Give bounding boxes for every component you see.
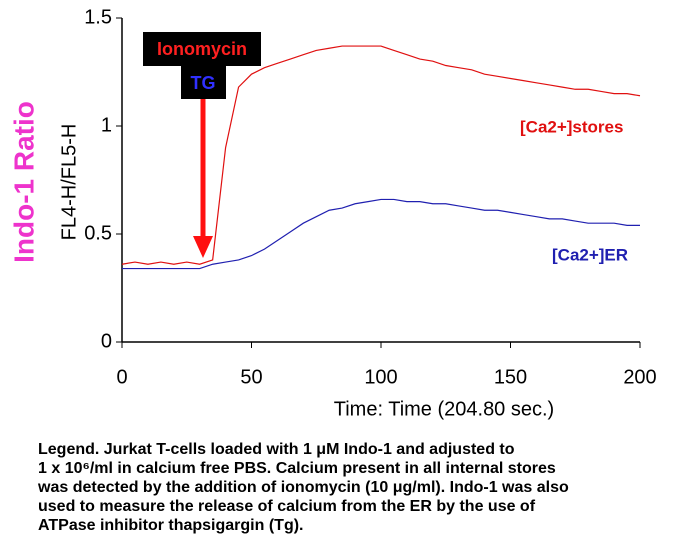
- caption-line: used to measure the release of calcium f…: [38, 498, 536, 515]
- x-tick-label: 150: [494, 366, 527, 388]
- y-tick-label: 1: [101, 114, 112, 136]
- y-tick-label: 1.5: [84, 6, 112, 28]
- x-tick-label: 50: [240, 366, 262, 388]
- x-axis-label: Time: Time (204.80 sec.): [334, 398, 554, 420]
- caption-line: Legend. Jurkat T-cells loaded with 1 μM …: [38, 441, 515, 458]
- series-line: [122, 198, 640, 270]
- x-tick-label: 0: [116, 366, 127, 388]
- caption-line: 1 x 10⁶/ml in calcium free PBS. Calcium …: [38, 460, 556, 477]
- chart: Indo-1 Ratio FL4-H/FL5-H Time: Time (204…: [8, 6, 656, 420]
- caption-line: ATPase inhibitor thapsigargin (Tg).: [38, 517, 304, 534]
- caption-line: was detected by the addition of ionomyci…: [38, 479, 569, 496]
- annotation: TG: [191, 73, 216, 93]
- series-label: [Ca2+]stores: [520, 117, 623, 136]
- y-tick-label: 0: [101, 330, 112, 352]
- caption: Legend. Jurkat T-cells loaded with 1 μM …: [38, 440, 668, 535]
- series-line: [121, 45, 641, 265]
- x-tick-label: 200: [623, 366, 656, 388]
- annotation: Ionomycin: [157, 39, 247, 59]
- tg-box: [181, 66, 226, 99]
- x-tick-label: 100: [364, 366, 397, 388]
- y-tick-label: 0.5: [84, 222, 112, 244]
- outer-label: Indo-1 Ratio: [8, 101, 39, 263]
- ionomycin-box: [143, 32, 261, 66]
- y-axis-label: FL4-H/FL5-H: [58, 124, 80, 241]
- arrow-head: [193, 236, 213, 258]
- series-label: [Ca2+]ER: [552, 245, 628, 264]
